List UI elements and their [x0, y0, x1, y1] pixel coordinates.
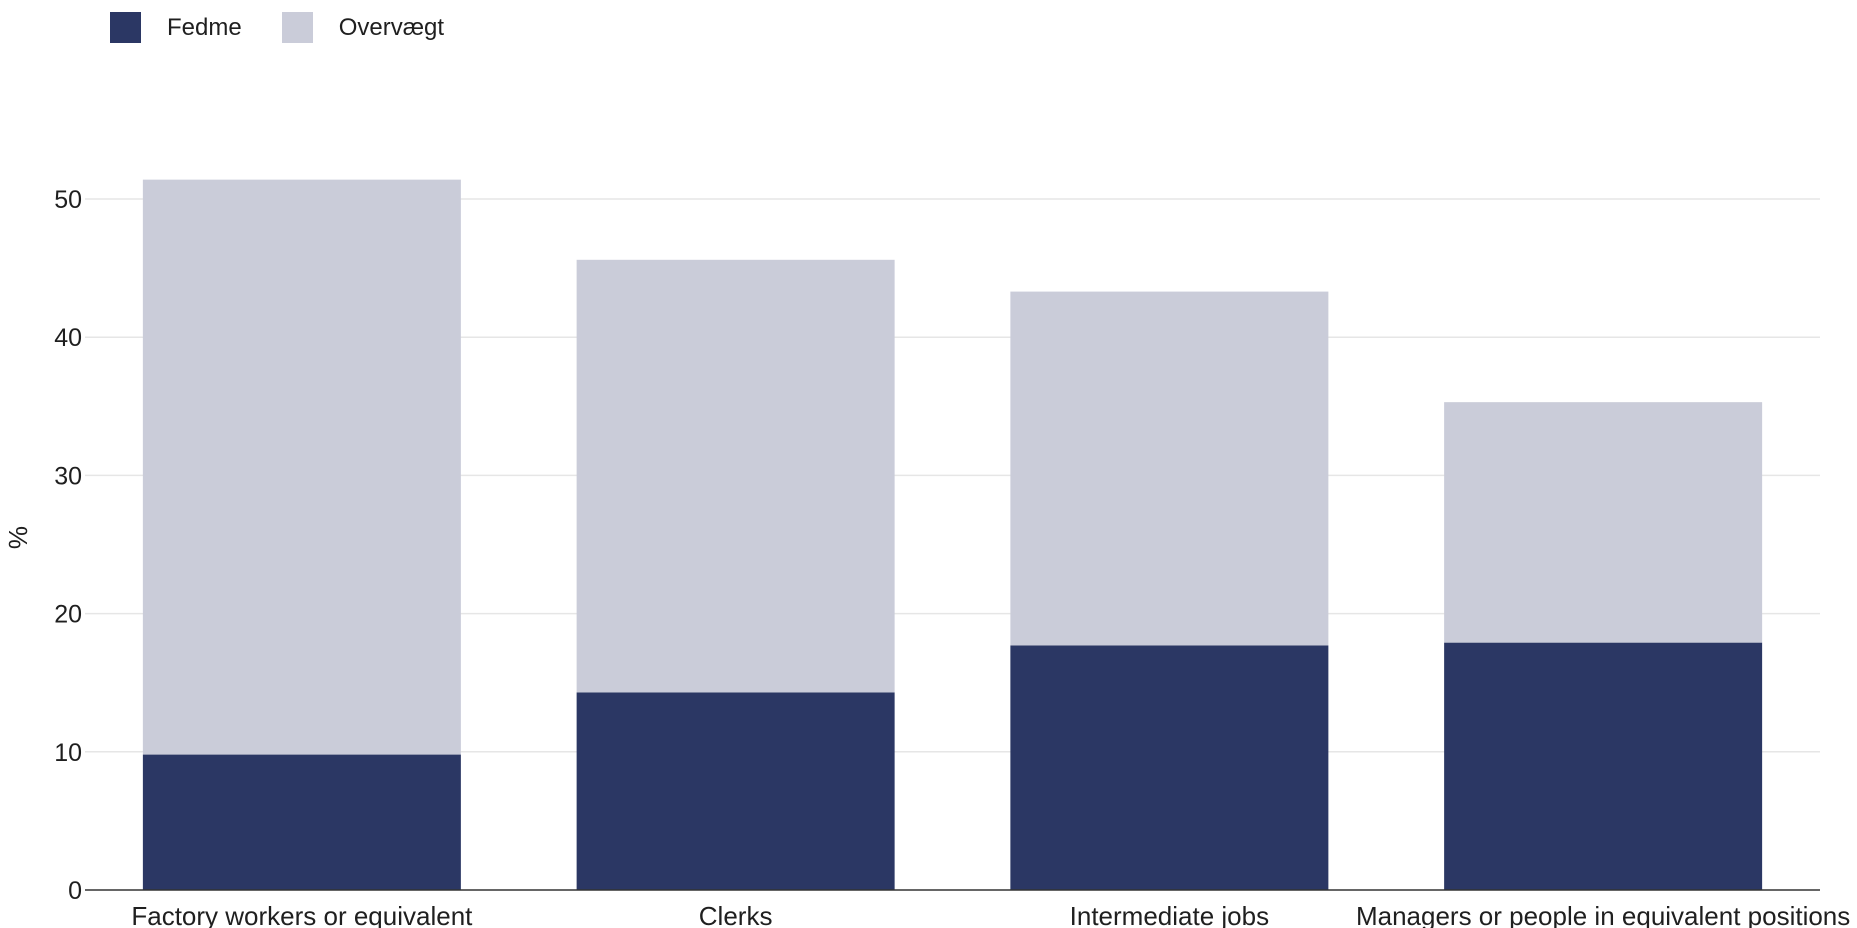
- y-axis-title: %: [3, 526, 33, 549]
- bar-overvgt-0: [142, 179, 461, 755]
- y-tick-label: 40: [54, 324, 82, 352]
- bar-fedme-2: [1010, 645, 1329, 890]
- legend-item-fedme[interactable]: Fedme: [110, 12, 242, 43]
- x-tick-label: Managers or people in equivalent positio…: [1356, 901, 1850, 928]
- bar-overvgt-3: [1444, 402, 1763, 643]
- x-tick-label: Clerks: [699, 901, 773, 928]
- bar-overvgt-2: [1010, 291, 1329, 646]
- bar-fedme-1: [576, 692, 895, 890]
- legend-label-overvaegt: Overvægt: [338, 13, 445, 41]
- bar-overvgt-1: [576, 259, 895, 693]
- y-tick-label: 50: [54, 186, 82, 214]
- axes: 0 10 20 30 40 50% Factory workers or equivalen…: [3, 186, 1850, 928]
- bar-fedme-0: [142, 754, 461, 890]
- y-tick-label: 20: [54, 601, 82, 629]
- legend-swatch-overvaegt: [281, 12, 313, 43]
- bar-fedme-3: [1444, 642, 1763, 890]
- y-tick-label: 30: [54, 462, 82, 490]
- y-tick-label: 0: [68, 877, 82, 905]
- legend: Fedme Overvægt: [110, 12, 484, 43]
- bars: [142, 179, 1763, 890]
- legend-item-overvaegt[interactable]: Overvægt: [281, 12, 445, 43]
- legend-label-fedme: Fedme: [167, 13, 242, 41]
- y-tick-label: 10: [54, 739, 82, 767]
- legend-swatch-fedme: [110, 12, 141, 43]
- x-tick-label: Intermediate jobs: [1070, 901, 1269, 928]
- x-tick-label: Factory workers or equivalent: [131, 901, 473, 928]
